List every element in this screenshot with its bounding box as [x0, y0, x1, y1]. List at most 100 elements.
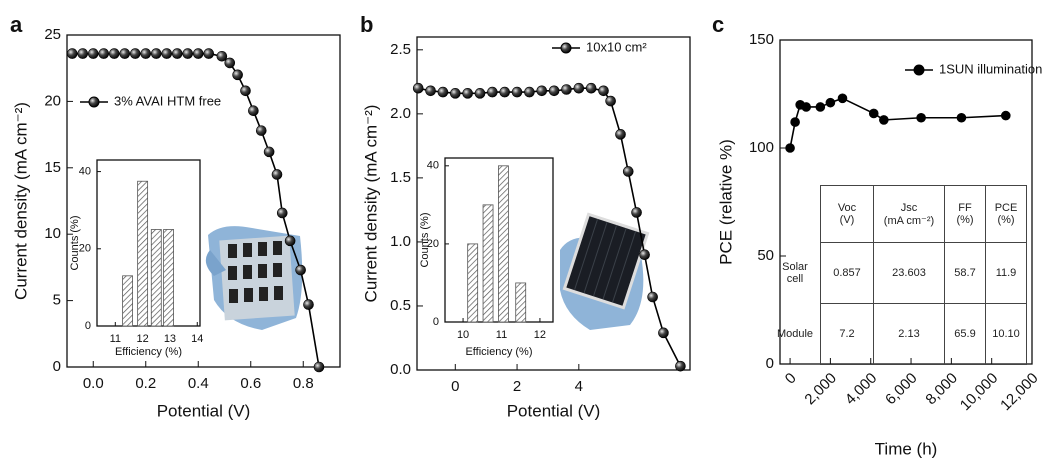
legend-label: 10x10 cm² — [586, 39, 647, 54]
y-tick-label: 150 — [749, 31, 774, 48]
table-header-row: Voc (V) Jsc (mA cm⁻²) FF (%) PCE (%) — [770, 185, 1027, 243]
column-unit: (%) — [956, 214, 974, 226]
data-point — [412, 82, 424, 94]
x-tick-label: 11 — [110, 333, 121, 345]
legend-label: 3% AVAI HTM free — [114, 93, 221, 108]
data-point — [585, 82, 597, 94]
data-point — [639, 249, 650, 261]
bar — [498, 165, 509, 323]
data-point — [203, 48, 215, 59]
table-cell: 65.9 — [944, 303, 986, 365]
data-point — [474, 88, 486, 99]
y-tick-label: 15 — [44, 159, 61, 176]
x-axis-label: Efficiency (%) — [115, 346, 182, 358]
x-tick-label: 6,000 — [882, 370, 921, 409]
bar — [150, 229, 162, 327]
data-point — [598, 85, 609, 97]
y-tick-label: 100 — [749, 139, 774, 156]
data-point — [647, 291, 658, 303]
column-unit: (V) — [839, 214, 855, 226]
x-tick-label: 0 — [451, 378, 459, 395]
data-point — [573, 82, 585, 94]
x-tick-label: 11 — [496, 329, 507, 341]
data-point — [437, 86, 449, 98]
data-point — [449, 88, 461, 99]
data-point — [171, 48, 183, 59]
table-cell: 23.603 — [873, 242, 945, 304]
x-tick-label: 0 — [782, 370, 800, 388]
data-point — [548, 85, 560, 97]
data-point — [276, 207, 288, 219]
x-tick-label: 13 — [164, 333, 176, 345]
y-tick-label: 2.0 — [390, 105, 411, 122]
x-tick-label: 14 — [191, 333, 203, 345]
data-point — [916, 112, 926, 123]
x-tick-label: 10,000 — [957, 370, 1001, 414]
data-point — [240, 85, 251, 97]
panel-label: a — [10, 12, 23, 37]
x-tick-label: 0.6 — [240, 375, 261, 392]
y-tick-label: 0 — [433, 316, 439, 328]
table-row: Module 7.2 2.13 65.9 10.10 — [770, 303, 1027, 365]
data-table: Voc (V) Jsc (mA cm⁻²) FF (%) PCE (%) Solar cell 0… — [770, 185, 1027, 365]
table-cell: 58.7 — [944, 242, 986, 304]
row-label: Module — [770, 304, 821, 365]
data-point — [785, 143, 795, 153]
y-tick-label: 0 — [85, 320, 91, 332]
data-point — [255, 125, 267, 136]
table-cell: 11.9 — [985, 242, 1027, 304]
data-point — [295, 264, 306, 276]
column-name: FF — [958, 202, 972, 214]
y-tick-label: 5 — [53, 292, 61, 309]
y-tick-label: 25 — [44, 26, 61, 43]
column-name: Jsc — [900, 201, 918, 214]
x-tick-label: 4 — [575, 378, 583, 395]
row-label: Solar cell — [770, 243, 821, 304]
x-axis-label: Time (h) — [875, 439, 938, 458]
data-point — [837, 93, 848, 104]
data-point — [615, 129, 626, 140]
data-point — [675, 360, 686, 372]
x-axis-label: Potential (V) — [157, 401, 251, 420]
x-tick-label: 0.8 — [293, 375, 314, 392]
data-point — [216, 50, 228, 62]
data-point — [425, 85, 436, 97]
column-header: Voc (V) — [820, 185, 874, 243]
table-cell: 2.13 — [873, 303, 945, 365]
plot-frame — [66, 34, 341, 368]
data-point — [98, 48, 110, 59]
data-point — [524, 86, 535, 98]
data-point — [108, 48, 120, 59]
data-point — [487, 86, 498, 98]
bar — [163, 229, 174, 327]
y-tick-label: 0.0 — [390, 361, 411, 378]
y-axis-label: Current density (mA cm⁻²) — [361, 105, 380, 303]
bar — [482, 204, 494, 323]
x-axis-label: Potential (V) — [507, 401, 601, 420]
data-point — [119, 48, 131, 59]
data-point — [66, 48, 78, 59]
table-cell: 7.2 — [820, 303, 874, 365]
row-label-text: Solar cell — [782, 261, 808, 285]
y-axis-label: PCE (relative %) — [716, 139, 735, 265]
data-point — [129, 48, 141, 59]
table-cell: 10.10 — [985, 303, 1027, 365]
plot-frame — [416, 36, 691, 371]
column-unit: (mA cm⁻²) — [883, 214, 935, 227]
x-tick-label: 0.2 — [135, 375, 156, 392]
bar — [515, 282, 527, 323]
data-point — [499, 86, 511, 98]
bar — [137, 180, 149, 327]
column-name: Voc — [837, 202, 857, 214]
y-tick-label: 2.5 — [390, 41, 411, 58]
data-point — [868, 108, 879, 119]
data-point — [224, 57, 236, 69]
x-axis-label: Efficiency (%) — [465, 346, 532, 358]
y-tick-label: 40 — [427, 160, 439, 172]
y-tick-label: 20 — [427, 238, 439, 250]
data-point — [284, 235, 296, 247]
y-tick-label: 10 — [44, 225, 61, 242]
data-point — [825, 97, 836, 108]
